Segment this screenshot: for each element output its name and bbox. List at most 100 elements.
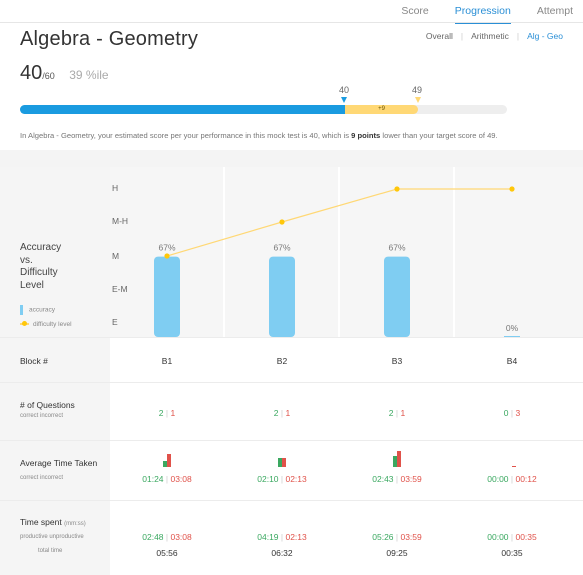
difficulty-line [166,188,512,257]
avg-time-values: 01:24 | 03:08 [142,474,192,484]
accuracy-difficulty-chart: 67% 67% 67% 0% [154,186,520,337]
accuracy-bar [504,336,520,337]
level-label-em: E-M [112,284,128,294]
column-band-b4 [455,167,583,337]
chart-title: Accuracy vs. Difficulty Level [20,242,61,292]
time-comparison-icon [393,451,402,467]
chart-title-line: Accuracy [20,242,62,253]
time-spent-values: 05:26 | 03:59 [372,532,422,542]
total-time-value: 05:56 [156,548,178,558]
block-name: B1 [161,356,173,366]
difficulty-swatch-icon [20,321,29,327]
incorrect-time-bar [167,454,171,467]
accuracy-data-label: 67% [273,243,290,253]
target-marker-icon [415,97,421,103]
accuracy-data-label: 67% [158,243,175,253]
avg-time-row-sub: correct incorrect [20,475,64,481]
correct-time-bar [393,456,397,467]
incorrect-time-bar [397,451,401,467]
time-comparison-icon [163,451,172,467]
legend-accuracy-label: accuracy [29,306,56,314]
summary-text: In Algebra - Geometry, your estimated sc… [20,131,352,140]
level-label-h: H [112,183,119,193]
row-divider [0,382,583,383]
questions-row-sub: correct incorrect [20,413,64,419]
score-percentile: 39 %ile [69,68,109,82]
estimated-marker-icon [341,97,347,103]
estimated-score-label: 40 [339,85,350,95]
question-counts: 2 | 1 [388,408,406,418]
avg-time-values: 02:43 | 03:59 [372,474,422,484]
total-time-value: 09:25 [386,548,408,558]
time-spent-row-label: Time spent (mm:ss) [20,517,86,527]
legend-accuracy: accuracy [20,305,55,315]
tab-progression[interactable]: Progression [454,5,511,24]
incorrect-time-bar [282,458,286,467]
chart-title-line: vs. [20,254,33,266]
total-time-label: total time [38,548,63,554]
avg-time-values: 02:10 | 02:13 [257,474,307,484]
tabs-divider [0,22,583,23]
score-display: 40/60 39 %ile [20,62,109,85]
accuracy-data-label: 0% [506,323,519,333]
subnav-alg-geo[interactable]: Alg - Geo [527,31,563,41]
correct-time-bar [278,458,282,467]
question-counts: 0 | 3 [503,408,521,418]
score-gap-fill: +9 [345,105,418,114]
top-tabs: Score Progression Attempt [375,5,573,24]
level-label-e: E [112,317,118,327]
section-subnav: Overall | Arithmetic | Alg - Geo [418,31,571,41]
correct-time-bar [163,461,167,467]
target-score-label: 49 [412,85,423,95]
time-comparison-icon [508,451,517,467]
level-label-mh: M-H [112,216,129,226]
difficulty-point [394,186,400,192]
accuracy-bar [154,256,180,337]
difficulty-point [509,186,515,192]
subnav-separator: | [460,31,464,41]
level-label-m: M [112,251,120,261]
score-progress-fill [20,105,345,114]
subnav-overall[interactable]: Overall [425,31,453,41]
accuracy-swatch-icon [20,305,23,315]
tab-score[interactable]: Score [401,5,429,17]
block-name: B3 [391,356,403,366]
row-label-column [0,167,110,575]
time-spent-label: Time spent [20,517,62,527]
subnav-separator: | [516,31,520,41]
time-spent-values: 02:48 | 03:08 [142,532,192,542]
avg-time-row-label: Average Time Taken [20,458,98,468]
tab-attempt[interactable]: Attempt [536,5,573,17]
difficulty-point [279,219,285,225]
question-counts: 2 | 1 [158,408,176,418]
row-divider [0,440,583,441]
score-gap-label: +9 [378,106,385,112]
chart-title-line: Difficulty [20,267,58,278]
chart-title-line: Level [20,279,44,291]
block-row-label: Block # [20,356,48,366]
time-comparison-icon [278,451,287,467]
accuracy-data-label: 67% [388,243,405,253]
subnav-arithmetic[interactable]: Arithmetic [471,31,509,41]
difficulty-point [164,253,170,259]
block-name: B4 [506,356,518,366]
score-summary: In Algebra - Geometry, your estimated sc… [20,131,498,140]
time-spent-values: 00:00 | 00:35 [487,532,537,542]
time-spent-unit: (mm:ss) [64,521,86,527]
total-time-value: 06:32 [271,548,293,558]
score-total: /60 [42,71,55,81]
section-divider [0,150,583,167]
time-spent-values: 04:19 | 02:13 [257,532,307,542]
accuracy-bar [269,256,295,337]
block-name: B2 [276,356,288,366]
time-spent-row-sub: productive unproductive [20,534,84,540]
question-counts: 2 | 1 [273,408,291,418]
page-title: Algebra - Geometry [20,28,199,50]
avg-time-values: 00:00 | 00:12 [487,474,537,484]
row-divider [0,337,583,338]
legend-difficulty-label: difficulty level [33,321,72,328]
incorrect-time-bar [512,466,516,467]
total-time-value: 00:35 [501,548,523,558]
questions-row-label: # of Questions [20,400,75,410]
score-value: 40 [20,62,43,84]
